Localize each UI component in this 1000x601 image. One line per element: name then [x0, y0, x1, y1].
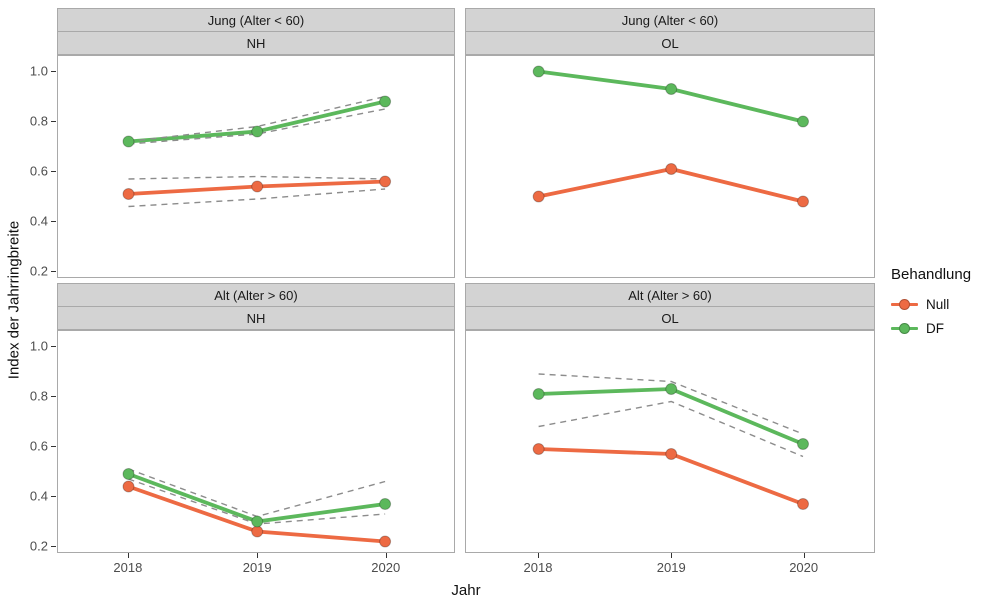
- line-df-alt-nh: [126, 472, 387, 524]
- facet-col_label-alt-nh: NH: [57, 307, 455, 330]
- legend-item-df: DF: [891, 316, 971, 340]
- facet-row_label-jung-ol: Jung (Alter < 60): [465, 8, 875, 32]
- point-df-2019-alt-nh: [251, 515, 264, 528]
- point-df-2018-alt-ol: [532, 388, 545, 400]
- y-tick-mark-row0-0.8: [51, 120, 56, 122]
- line-df-jung-ol: [536, 69, 805, 124]
- y-tick-mark-row1-1.0: [51, 345, 56, 347]
- ci-upper-df-alt-ol: [538, 373, 804, 435]
- point-null-2019-alt-ol: [665, 448, 678, 460]
- point-df-2018-jung-nh: [122, 135, 135, 148]
- x-tick-label-col1-2018: 2018: [523, 560, 553, 575]
- y-tick-mark-row0-0.2: [51, 270, 56, 272]
- panel-jung-nh: [57, 55, 455, 278]
- ci-lower-null-jung-nh: [128, 188, 386, 208]
- point-df-2020-alt-ol: [797, 438, 810, 450]
- x-tick-label-col0-2018: 2018: [113, 560, 143, 575]
- point-null-2018-jung-ol: [532, 190, 545, 203]
- y-axis-title: Index der Jahrringbreite: [5, 220, 23, 380]
- point-null-2020-alt-ol: [797, 498, 810, 510]
- legend-key-df-icon: [891, 321, 918, 336]
- point-null-2019-jung-ol: [665, 163, 678, 175]
- x-tick-label-col0-2020: 2020: [371, 560, 401, 575]
- facet-strip-alt-ol: Alt (Alter > 60) OL: [465, 283, 875, 330]
- facet-col_label-jung-nh: NH: [57, 32, 455, 55]
- y-tick-label-row1-0.6: 0.6: [29, 438, 48, 453]
- facet-col_label-jung-ol: OL: [465, 32, 875, 55]
- panel-jung-ol: [465, 55, 875, 278]
- line-df-alt-ol: [536, 387, 805, 446]
- panel-canvas-jung-nh: [122, 95, 392, 208]
- x-tick-mark-col0-2020: [385, 553, 387, 558]
- y-tick-label-row1-0.8: 0.8: [29, 388, 48, 403]
- y-tick-mark-row1-0.6: [51, 445, 56, 447]
- legend: Behandlung Null DF: [891, 266, 971, 340]
- y-tick-mark-row1-0.8: [51, 395, 56, 397]
- point-df-2018-jung-ol: [532, 65, 545, 78]
- legend-items: Null DF: [891, 292, 971, 340]
- y-tick-label-row0-1.0: 1.0: [29, 63, 48, 78]
- point-df-2020-jung-nh: [379, 95, 392, 108]
- x-tick-label-col0-2019: 2019: [242, 560, 272, 575]
- facet-row_label-alt-nh: Alt (Alter > 60): [57, 283, 455, 307]
- x-tick-mark-col0-2018: [127, 553, 129, 558]
- x-tick-mark-col1-2020: [803, 553, 805, 558]
- facet-row_label-jung-nh: Jung (Alter < 60): [57, 8, 455, 32]
- panel-canvas-alt-nh: [122, 468, 392, 548]
- ci-upper-null-jung-nh: [128, 175, 386, 180]
- y-tick-mark-row0-0.6: [51, 170, 56, 172]
- x-tick-mark-col1-2019: [671, 553, 673, 558]
- facet-col_label-alt-ol: OL: [465, 307, 875, 330]
- x-tick-mark-col1-2018: [537, 553, 539, 558]
- y-tick-label-row0-0.2: 0.2: [29, 263, 48, 278]
- panel-canvas-jung-ol: [532, 65, 810, 208]
- y-tick-label-row0-0.8: 0.8: [29, 113, 48, 128]
- y-tick-label-row0-0.4: 0.4: [29, 213, 48, 228]
- ci-lower-df-alt-ol: [538, 400, 804, 458]
- point-null-2020-alt-nh: [379, 535, 392, 548]
- point-null-2020-jung-nh: [379, 175, 392, 188]
- facet-row_label-alt-ol: Alt (Alter > 60): [465, 283, 875, 307]
- facet-strip-jung-ol: Jung (Alter < 60) OL: [465, 8, 875, 55]
- y-tick-mark-row0-1.0: [51, 70, 56, 72]
- legend-key-dot: [899, 322, 910, 334]
- point-df-2019-jung-ol: [665, 83, 678, 95]
- panel-alt-ol: [465, 330, 875, 553]
- point-df-2020-jung-ol: [797, 115, 810, 128]
- point-df-2019-jung-nh: [251, 125, 264, 138]
- y-tick-label-row1-1.0: 1.0: [29, 338, 48, 353]
- point-null-2019-alt-nh: [251, 525, 264, 538]
- point-df-2018-alt-nh: [122, 468, 135, 480]
- point-null-2018-alt-ol: [532, 443, 545, 455]
- y-tick-label-row0-0.6: 0.6: [29, 163, 48, 178]
- x-tick-mark-col0-2019: [257, 553, 259, 558]
- legend-label-null: Null: [926, 296, 950, 312]
- y-tick-mark-row0-0.4: [51, 220, 56, 222]
- legend-key-null-icon: [891, 297, 918, 312]
- legend-item-null: Null: [891, 292, 971, 316]
- y-tick-mark-row1-0.4: [51, 495, 56, 497]
- legend-key-dot: [899, 298, 910, 310]
- panel-alt-nh: [57, 330, 455, 553]
- point-df-2019-alt-ol: [665, 383, 678, 395]
- point-df-2020-alt-nh: [379, 498, 392, 510]
- legend-label-df: DF: [926, 320, 944, 336]
- point-null-2019-jung-nh: [251, 180, 264, 193]
- point-null-2018-jung-nh: [122, 188, 135, 200]
- y-tick-label-row1-0.2: 0.2: [29, 538, 48, 553]
- x-tick-label-col1-2020: 2020: [789, 560, 819, 575]
- point-null-2018-alt-nh: [122, 480, 135, 493]
- x-axis-title: Jahr: [451, 582, 481, 599]
- legend-title: Behandlung: [891, 266, 972, 283]
- y-tick-label-row1-0.4: 0.4: [29, 488, 48, 503]
- x-tick-label-col1-2019: 2019: [656, 560, 686, 575]
- facet-strip-jung-nh: Jung (Alter < 60) NH: [57, 8, 455, 55]
- y-tick-mark-row1-0.2: [51, 545, 56, 547]
- facet-strip-alt-nh: Alt (Alter > 60) NH: [57, 283, 455, 330]
- panel-canvas-alt-ol: [532, 373, 810, 510]
- point-null-2020-jung-ol: [797, 195, 810, 208]
